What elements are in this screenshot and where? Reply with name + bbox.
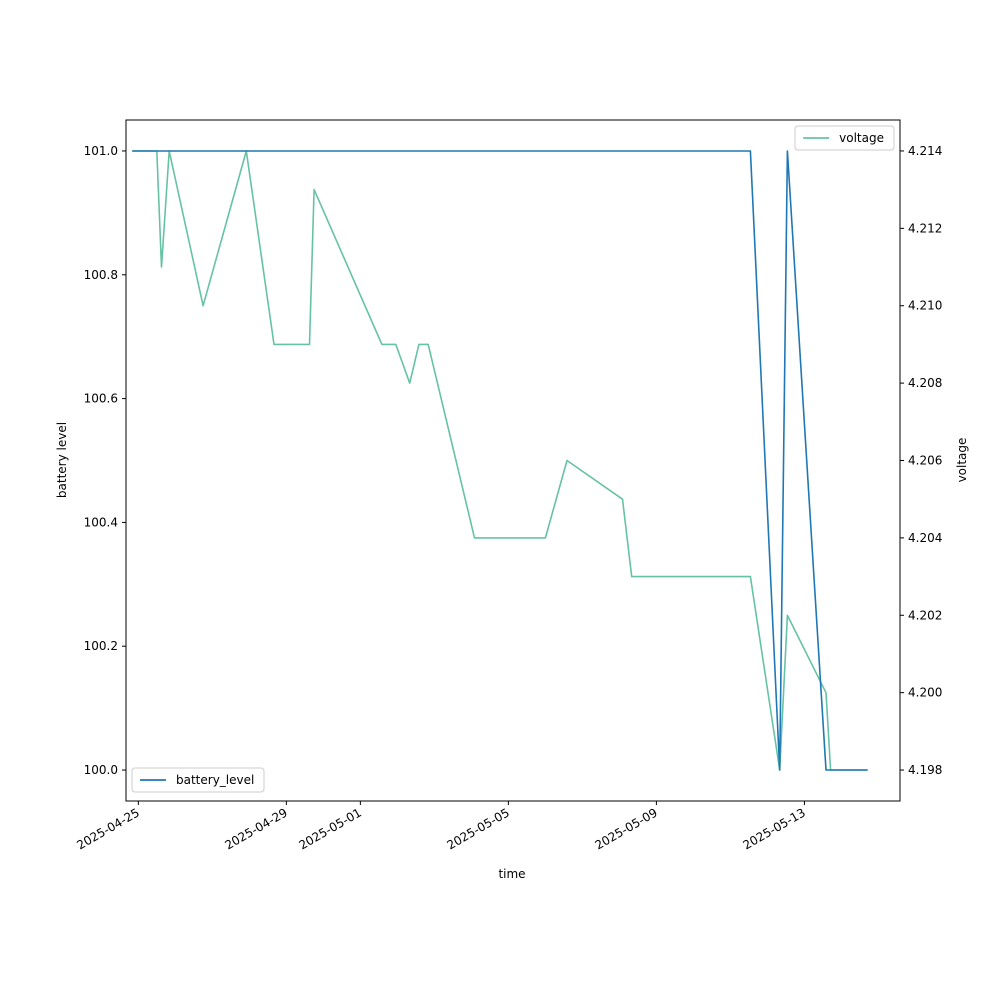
y-right-tick-label: 4.206: [908, 454, 942, 468]
series-layer: [132, 150, 868, 771]
y-right-tick-label: 4.212: [908, 221, 942, 235]
y-right-tick-label: 4.208: [908, 376, 942, 390]
y-left-tick-label: 100.6: [84, 392, 118, 406]
y-left-tick-label: 101.0: [84, 144, 118, 158]
x-axis-label: time: [498, 867, 525, 881]
legend-box-battery_level: [131, 767, 265, 793]
y-left-tick-label: 100.8: [84, 268, 118, 282]
y-left-tick-label: 100.0: [84, 763, 118, 777]
y-right-tick-label: 4.198: [908, 763, 942, 777]
y-left-tick-label: 100.2: [84, 639, 118, 653]
y-right-tick-label: 4.200: [908, 686, 942, 700]
y-right-axis-label: voltage: [955, 438, 969, 483]
legend-layer: battery_level voltage: [131, 125, 895, 793]
legend-label-voltage: voltage: [839, 131, 884, 145]
y-right-tick-label: 4.214: [908, 144, 942, 158]
y-left-axis-label: battery level: [55, 422, 69, 498]
y-left-tick-label: 100.4: [84, 515, 118, 529]
y-right-tick-label: 4.210: [908, 299, 942, 313]
y-right-tick-label: 4.204: [908, 531, 942, 545]
legend-box-voltage: [794, 125, 895, 151]
legend-label-battery_level: battery_level: [176, 773, 254, 787]
y-right-tick-label: 4.202: [908, 608, 942, 622]
battery_level-line: [132, 150, 868, 771]
